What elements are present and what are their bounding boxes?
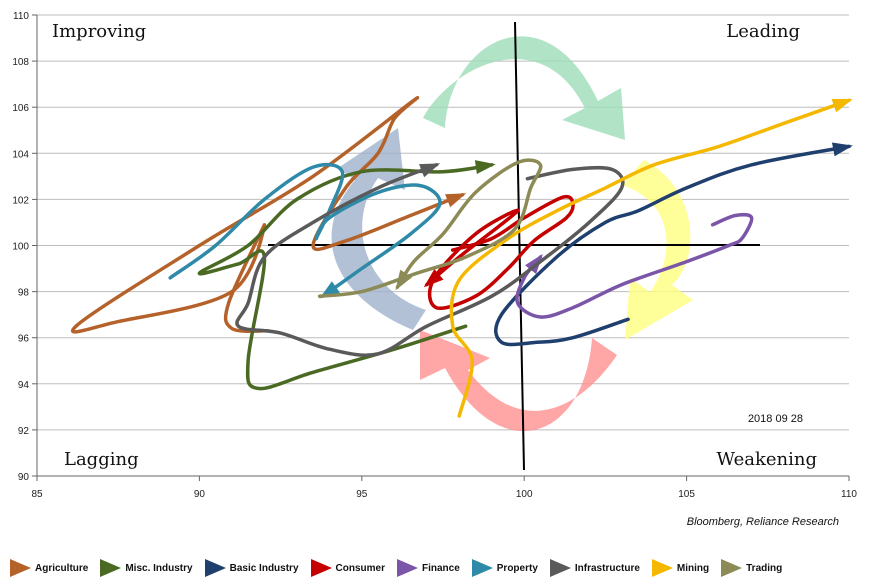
x-tick-label: 90 [194, 489, 206, 500]
quadrant-label-weakening: Weakening [717, 449, 817, 470]
series-line-misc-industry [197, 163, 494, 391]
date-label: 2018 09 28 [748, 413, 803, 425]
y-tick-label: 90 [18, 472, 30, 483]
legend-label: Infrastructure [574, 562, 640, 574]
rotation-arrow-yellow [622, 160, 693, 340]
legend-arrow-icon [721, 559, 743, 577]
legend-item-consumer: Consumer [310, 559, 385, 577]
legend-label: Misc. Industry [125, 562, 193, 574]
series-line-mining [449, 98, 851, 418]
crosshair-vertical [514, 21, 525, 471]
legend-arrow-icon [471, 559, 493, 577]
legend-arrow-icon [651, 559, 673, 577]
series-arrowhead-consumer [423, 268, 444, 288]
legend-item-misc-industry: Misc. Industry [100, 559, 193, 577]
y-tick-label: 106 [12, 103, 29, 114]
series-arrowhead-basic-industry [831, 142, 853, 157]
legend-arrow-icon [549, 559, 571, 577]
legend-item-infrastructure: Infrastructure [549, 559, 640, 577]
series-line-finance [515, 212, 754, 319]
legend-label: Mining [676, 562, 710, 574]
legend-label: Finance [421, 562, 460, 574]
series-arrowhead-infrastructure [419, 163, 441, 178]
legend-arrow-icon [10, 559, 31, 577]
x-tick-label: 95 [356, 489, 368, 500]
quadrant-label-improving: Improving [52, 21, 146, 42]
legend-arrow-icon [204, 559, 226, 577]
y-tick-label: 92 [18, 426, 30, 437]
legend-item-basic-industry: Basic Industry [204, 559, 299, 577]
legend-label: Trading [746, 562, 783, 574]
legend-arrow-icon [100, 559, 122, 577]
legend-label: Basic Industry [229, 562, 299, 574]
y-tick-label: 96 [18, 334, 30, 345]
series-line-trading [317, 158, 543, 298]
series-lines [71, 96, 853, 418]
quadrant-label-lagging: Lagging [64, 449, 139, 470]
y-tick-label: 102 [12, 195, 29, 206]
legend-item-mining: Mining [651, 559, 710, 577]
x-tick-label: 85 [31, 489, 43, 500]
series-line-consumer [425, 194, 575, 310]
series-arrowhead-misc-industry [474, 160, 496, 175]
y-tick-label: 108 [12, 57, 29, 68]
legend-arrow-icon [310, 559, 332, 577]
rotation-arrow-green [423, 36, 625, 140]
legend-label: Property [496, 562, 538, 574]
series-arrowhead-mining [831, 98, 853, 113]
legend-item-finance: Finance [396, 559, 460, 577]
y-tick-label: 98 [18, 288, 30, 299]
legend-item-agriculture: Agriculture [10, 559, 88, 577]
legend-arrow-icon [396, 559, 418, 577]
legend-item-trading: Trading [721, 559, 782, 577]
legend-label: Consumer [335, 562, 385, 574]
x-tick-label: 105 [678, 489, 695, 500]
quadrant-label-leading: Leading [726, 21, 800, 42]
y-tick-label: 110 [13, 11, 29, 22]
legend-label: Agriculture [35, 562, 89, 574]
legend-item-property: Property [471, 559, 538, 577]
series-arrowhead-agriculture [445, 193, 467, 208]
quadrant-labels: Improving Leading Lagging Weakening 2018… [52, 21, 817, 470]
y-tick-label: 94 [18, 380, 30, 391]
series-line-infrastructure [235, 163, 625, 357]
series-line-agriculture [71, 96, 465, 334]
crosshair [268, 21, 760, 471]
series-arrowhead-trading [395, 269, 413, 291]
series-arrowhead-finance [525, 253, 543, 274]
x-tick-label: 110 [841, 489, 857, 500]
source-credit: Bloomberg, Reliance Research [686, 516, 839, 528]
y-tick-label: 100 [12, 242, 29, 253]
series-line-property [168, 162, 442, 298]
y-tick-label: 104 [12, 149, 29, 160]
series-line-basic-industry [494, 144, 851, 347]
x-tick-label: 100 [516, 489, 533, 500]
legend: Agriculture Misc. Industry Basic Industry C… [10, 558, 870, 578]
